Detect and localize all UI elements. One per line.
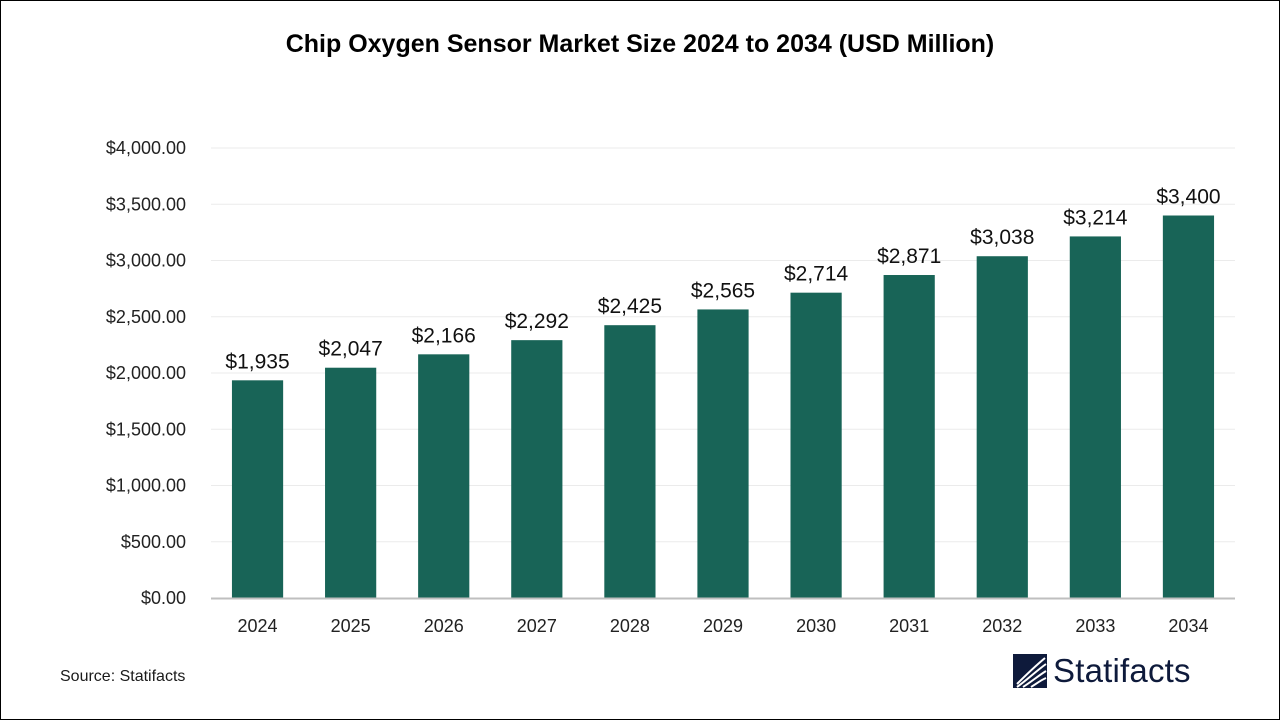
bar-2027 — [511, 340, 563, 598]
x-axis-tick-labels: 2024 2025 2026 2027 2028 2029 2030 2031 2032 2033… — [238, 616, 1209, 636]
bar-2026 — [418, 354, 470, 598]
bar-2028 — [604, 325, 656, 598]
bars — [231, 215, 1215, 599]
bar-2031 — [883, 275, 935, 598]
x-tick-label: 2034 — [1168, 616, 1208, 636]
y-tick-label: $3,000.00 — [106, 251, 186, 271]
data-label: $3,400 — [1156, 186, 1220, 209]
y-tick-label: $0.00 — [141, 588, 186, 608]
data-label: $2,871 — [877, 245, 941, 268]
x-tick-label: 2031 — [889, 616, 929, 636]
bar-2032 — [976, 256, 1028, 598]
x-tick-label: 2024 — [238, 616, 278, 636]
x-tick-label: 2027 — [517, 616, 557, 636]
data-label: $2,565 — [691, 279, 755, 302]
data-label: $2,292 — [505, 310, 569, 333]
y-tick-label: $1,500.00 — [106, 419, 186, 439]
y-tick-label: $500.00 — [121, 532, 186, 552]
statifacts-logo: Statifacts — [1013, 652, 1191, 690]
x-tick-label: 2025 — [331, 616, 371, 636]
bar-2033 — [1069, 236, 1121, 599]
bar-2030 — [790, 292, 842, 598]
x-tick-label: 2030 — [796, 616, 836, 636]
x-tick-label: 2028 — [610, 616, 650, 636]
chart-title: Chip Oxygen Sensor Market Size 2024 to 2… — [285, 30, 995, 58]
data-label: $2,047 — [319, 338, 383, 361]
bar-2025 — [325, 367, 377, 598]
statifacts-logo-icon — [1013, 654, 1047, 688]
x-tick-label: 2029 — [703, 616, 743, 636]
logo-text: Statifacts — [1053, 652, 1191, 689]
data-labels: $1,935 $2,047 $2,166 $2,292 $2,425 $2,565 $2,7… — [225, 186, 1220, 374]
data-label: $3,038 — [970, 226, 1034, 249]
bar-2029 — [697, 309, 749, 598]
x-tick-label: 2033 — [1075, 616, 1115, 636]
x-tick-label: 2026 — [424, 616, 464, 636]
data-label: $2,166 — [412, 324, 476, 347]
y-tick-label: $1,000.00 — [106, 476, 186, 496]
y-axis-tick-labels: $0.00 $500.00 $1,000.00 $1,500.00 $2,000.00 $… — [106, 138, 186, 608]
bar-2034 — [1162, 215, 1215, 598]
data-label: $2,425 — [598, 295, 662, 318]
x-tick-label: 2032 — [982, 616, 1022, 636]
data-label: $2,714 — [784, 263, 849, 286]
source-note: Source: Statifacts — [60, 668, 186, 685]
y-tick-label: $2,500.00 — [106, 307, 186, 327]
y-tick-label: $3,500.00 — [106, 194, 186, 214]
bar-2024 — [231, 380, 284, 598]
data-label: $1,935 — [225, 350, 289, 373]
y-tick-label: $4,000.00 — [106, 138, 186, 158]
y-tick-label: $2,000.00 — [106, 363, 186, 383]
data-label: $3,214 — [1063, 206, 1128, 229]
